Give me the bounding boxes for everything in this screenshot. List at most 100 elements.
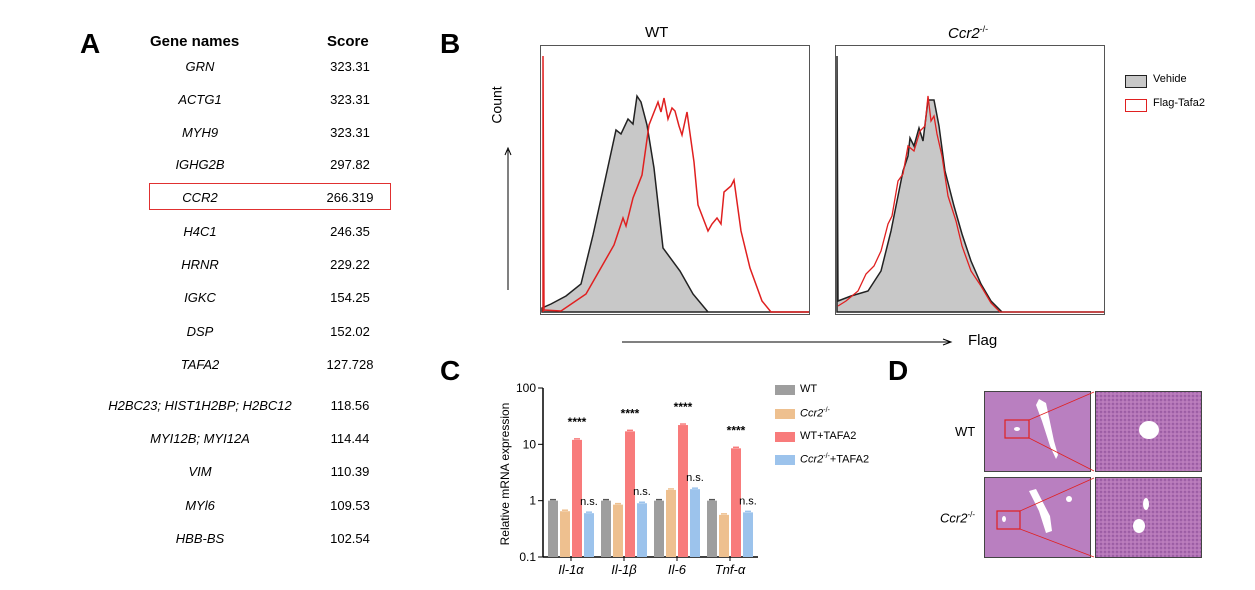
d-row-ko-text: Ccr2 [940,510,968,526]
bar [654,500,664,557]
bar [637,503,647,557]
bar [719,514,729,557]
y-tick-label: 0.1 [519,550,536,564]
bar [678,425,688,557]
panel-a-label: A [80,28,101,59]
score-cell: 323.31 [330,59,370,74]
flag-axis-label: Flag [968,332,998,349]
wt-high-mag-image [1095,391,1202,472]
legend-swatch [775,409,795,419]
bar [560,511,570,557]
score-cell: 266.319 [326,190,374,205]
gene-name-cell: IGKC [184,290,216,305]
ns-label: n.s. [739,495,757,507]
wt-vehicle-curve [541,93,809,313]
ko-vehicle-curve [836,55,1104,313]
ko-title-sup: -/- [979,24,989,34]
ccr2-highlight-box [149,183,391,210]
x-tick-label: Il-1β [611,562,637,577]
gene-name-cell: ACTG1 [178,92,222,107]
gene-name-cell: MYl6 [185,498,215,513]
legend-swatch [775,432,795,442]
ko-title-text: Ccr2 [948,25,980,42]
score-cell: 246.35 [330,224,370,239]
legend-swatch [775,455,795,465]
bar [743,512,753,557]
legend-sup: -/- [823,407,830,414]
d-row-ko-sup: -/- [967,510,976,519]
gene-name-cell: MYI12B; MYI12A [150,431,250,446]
legend-swatch-flag-tafa2 [1125,99,1147,112]
ccr2-ko-histogram [835,45,1105,315]
wt-histogram-plot [541,55,809,313]
legend-label: WT+TAFA2 [800,430,856,442]
significance-stars: **** [621,406,640,420]
gene-name-cell: MYH9 [181,125,219,140]
score-cell: 297.82 [330,157,370,172]
bar [584,513,594,557]
x-tick-label: Il-6 [668,562,687,577]
d-row-label-ko: Ccr2-/- [940,510,975,525]
significance-stars: **** [727,423,746,437]
score-cell: 229.22 [330,257,370,272]
bar [572,439,582,557]
count-axis-label: Count [488,86,505,124]
legend-name: WT+TAFA2 [800,430,857,442]
ko-flag-tafa2-curve [837,95,1104,313]
score-cell: 152.02 [330,324,370,339]
x-tick-label: Il-1α [558,562,584,577]
significance-stars: **** [568,415,587,429]
bar [548,500,558,557]
wt-low-mag-image [984,391,1095,472]
bar [613,504,623,557]
bar [707,500,717,557]
gene-name-cell: IGHG2B [175,157,225,172]
ns-label: n.s. [580,496,598,508]
y-tick-label: 100 [516,381,536,395]
gene-names-header: Gene names [150,33,240,50]
gene-name-cell: HRNR [181,257,219,272]
legend-label-flag-tafa2: Flag-Tafa2 [1153,97,1205,109]
panel-c-label: C [440,355,461,386]
score-cell: 102.54 [330,531,370,546]
score-cell: 118.56 [330,398,370,413]
legend-swatch-vehicle [1125,75,1147,88]
score-cell: 114.44 [330,431,370,446]
wt-hist-title: WT [645,24,669,41]
legend-label-vehicle: Vehide [1153,73,1187,85]
d-row-label-wt: WT [955,424,976,439]
ns-label: n.s. [686,472,704,484]
x-tick-label: Tnf-α [715,562,746,577]
gene-name-cell: HBB-BS [175,531,225,546]
bar [666,489,676,557]
count-arrow-icon [504,146,512,290]
bar [690,489,700,557]
legend-label: Ccr2-/-+TAFA2 [800,453,869,466]
gene-name-cell: GRN [185,59,215,74]
legend-name: Ccr2 [800,453,824,466]
score-cell: 323.31 [330,125,370,140]
gene-name-cell: H2BC23; HIST1H2BP; H2BC12 [108,398,292,413]
ko-high-mag-image [1095,477,1202,558]
bar [601,500,611,557]
wt-histogram [540,45,810,315]
panel-b-label: B [440,28,461,59]
panel-d-label: D [888,355,909,386]
ko-histogram-plot [836,55,1104,313]
legend-suffix: +TAFA2 [829,453,870,466]
legend-name: Ccr2 [800,407,824,420]
score-cell: 154.25 [330,290,370,305]
legend-sup: -/- [823,453,830,460]
gene-name-cell: TAFA2 [180,357,220,372]
legend-swatch [775,385,795,395]
gene-name-cell: DSP [186,324,214,339]
gene-name-cell: CCR2 [182,190,218,205]
legend-label: WT [800,383,817,395]
legend-name: WT [800,383,818,395]
y-tick-label: 1 [529,494,536,508]
score-cell: 110.39 [330,464,370,479]
flag-arrow-icon [622,338,953,346]
bar-chart: 0.1 1 10 100 **** n.s. Il-1α **** n.s. Il-1β **** n… [516,381,758,577]
score-cell: 323.31 [330,92,370,107]
